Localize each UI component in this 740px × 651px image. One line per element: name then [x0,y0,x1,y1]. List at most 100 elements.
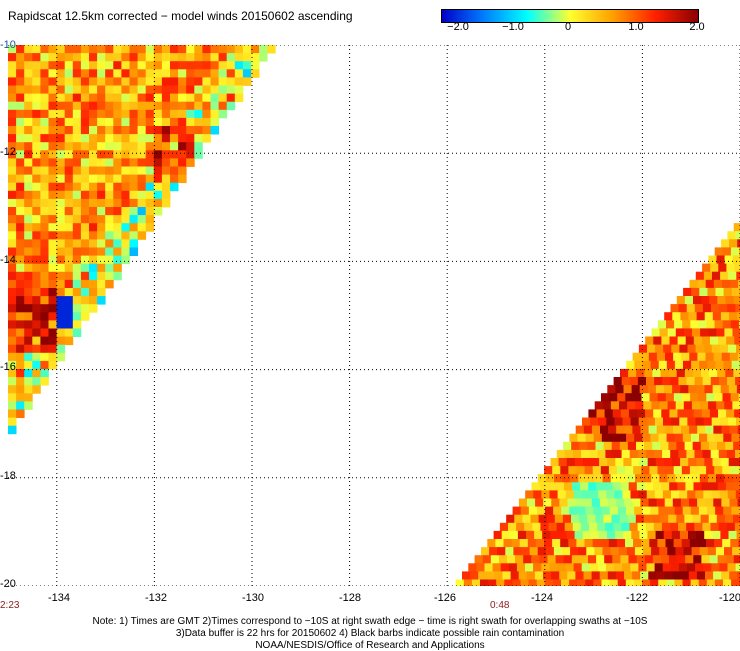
swath-cell [564,482,573,491]
swath-cell [481,547,490,556]
swath-cell [186,77,195,86]
swath-cell [130,231,139,240]
swath-cell [713,499,722,508]
swath-cell [138,61,147,69]
swath-cell [664,385,673,394]
swath-cell [130,175,139,184]
swath-cell [178,94,187,103]
swath-cell [638,523,647,532]
swath-cell [32,329,41,338]
swath-cell [24,288,33,297]
swath-cell [682,539,691,548]
swath-cell [687,304,696,313]
swath-cell [57,150,66,159]
swath-cell [81,280,90,289]
swath-cell [494,571,503,580]
swath-cell [8,167,17,176]
swath-cell [732,474,740,483]
swath-cell [170,167,179,176]
swath-cell [202,118,211,127]
swath-cell [549,563,558,572]
swath-cell [89,118,98,127]
swath-cell [162,77,171,86]
swath-cell [730,353,739,362]
swath-cell [639,418,648,427]
swath-cell [613,482,622,491]
swath-cell [105,264,114,273]
swath-cell [674,320,683,329]
swath-cell [130,142,139,151]
swath-cell [640,458,649,467]
swath-cell [719,450,728,459]
swath-cell [650,507,659,515]
swath-cell [689,499,698,508]
swath-cell [57,304,66,313]
swath-cell [704,458,713,467]
swath-cell [583,531,592,540]
swath-cell [627,401,636,410]
swath-cell [73,264,82,273]
swath-cell [8,280,17,289]
swath-cell [715,434,724,443]
swath-cell [32,183,41,192]
swath-cell [668,328,677,337]
swath-cell [518,531,527,540]
swath-cell [49,77,58,86]
swath-cell [170,175,179,184]
swath-cell [73,280,82,289]
swath-cell [659,434,668,443]
swath-cell [211,53,220,62]
swath-cell [693,442,702,451]
swath-cell [500,523,509,532]
swath-cell [704,345,713,354]
swath-cell [235,53,244,62]
swath-cell [40,304,49,313]
swath-cell [546,547,555,556]
swath-cell [49,312,58,321]
swath-cell [49,94,58,103]
swath-cell [8,288,17,297]
swath-cell [674,539,683,548]
swath-cell [57,248,66,257]
swath-cell [610,507,619,515]
swath-cell [73,248,82,257]
swath-cell [89,142,98,151]
swath-cell [544,466,553,475]
swath-cell [566,490,575,499]
swath-cell [16,296,25,305]
swath-cell [669,482,678,491]
swath-cell [736,418,740,427]
swath-cell [594,507,603,515]
swath-cell [16,94,25,103]
swath-cell [146,45,155,54]
swath-cell [40,167,49,176]
swath-cell [607,458,616,467]
swath-cell [219,86,228,95]
swath-cell [568,499,577,508]
swath-cell [146,191,155,200]
swath-cell [621,482,630,491]
swath-cell [8,377,17,386]
swath-cell [719,563,728,572]
swath-cell [681,426,690,435]
swath-cell [566,563,575,572]
swath-cell [559,499,568,508]
swath-cell [97,264,106,273]
swath-cell [138,45,147,54]
swath-cell [603,515,612,524]
swath-cell [699,288,708,297]
swath-cell [130,110,139,119]
colorbar-label: 1.0 [628,21,643,33]
swath-cell [724,401,733,410]
swath-cell [713,426,722,435]
swath-cell [578,434,587,443]
swath-cell [130,69,139,78]
swath-cell [625,466,634,475]
swath-cell [704,272,713,281]
swath-cell [113,134,122,143]
swath-cell [24,175,33,184]
swath-cell [636,369,645,378]
swath-cell [138,102,147,111]
swath-cell [178,69,187,78]
swath-cell [8,418,17,427]
